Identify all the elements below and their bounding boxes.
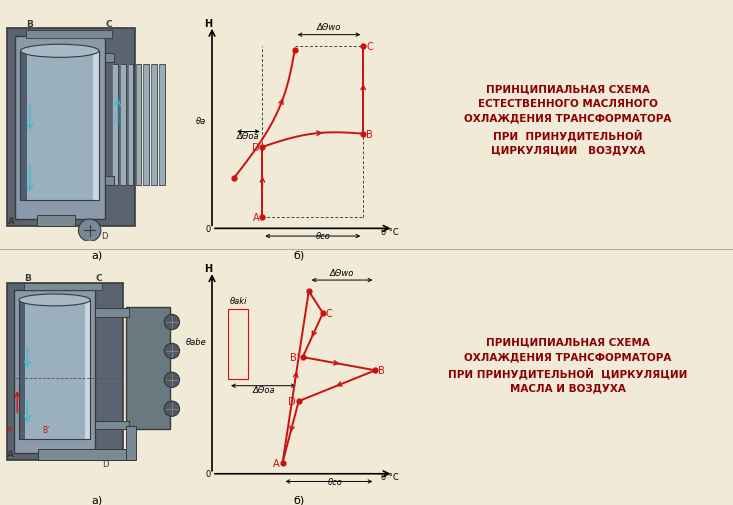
Text: б): б): [293, 494, 304, 504]
Text: 0: 0: [205, 469, 210, 478]
Bar: [126, 307, 170, 429]
Circle shape: [78, 220, 101, 242]
Text: H: H: [204, 19, 212, 29]
Text: A': A': [7, 426, 14, 435]
Bar: [27, 52, 92, 201]
Text: D: D: [103, 460, 109, 469]
Text: B': B': [290, 352, 300, 363]
Text: а): а): [92, 494, 103, 504]
Text: D: D: [101, 231, 108, 240]
Bar: [26, 31, 112, 38]
Text: θ °С: θ °С: [380, 472, 398, 481]
Bar: [15, 37, 105, 220]
Circle shape: [164, 343, 180, 359]
Bar: [92, 52, 99, 201]
Bar: [136, 65, 141, 186]
Circle shape: [164, 401, 180, 417]
Bar: [105, 54, 114, 63]
Bar: [151, 65, 157, 186]
Text: A: A: [7, 449, 14, 459]
Text: ПРИНЦИПИАЛЬНАЯ СХЕМА
ЕСТЕСТВЕННОГО МАСЛЯНОГО
ОХЛАЖДЕНИЯ ТРАНСФОРМАТОРА
ПРИ  ПРИН: ПРИНЦИПИАЛЬНАЯ СХЕМА ЕСТЕСТВЕННОГО МАСЛЯ…: [465, 85, 671, 155]
Bar: [84, 300, 90, 439]
Bar: [159, 65, 165, 186]
Bar: [21, 52, 99, 201]
Bar: [14, 290, 95, 453]
Bar: [120, 65, 125, 186]
Text: ΔΘoa: ΔΘoa: [252, 385, 275, 394]
Bar: [144, 65, 149, 186]
Text: ΔΘwo: ΔΘwo: [330, 268, 354, 277]
Bar: [228, 309, 248, 379]
Text: θco: θco: [328, 477, 342, 486]
Bar: [24, 283, 102, 290]
Bar: [21, 52, 27, 201]
Bar: [126, 426, 136, 460]
Text: B: B: [366, 129, 373, 139]
Bar: [128, 65, 133, 186]
Text: θa: θa: [196, 117, 206, 125]
Text: б): б): [293, 249, 304, 260]
Bar: [19, 300, 25, 439]
Bar: [7, 29, 135, 227]
Bar: [19, 300, 90, 439]
Text: B: B: [378, 366, 385, 376]
Text: C: C: [326, 309, 333, 319]
Bar: [37, 216, 75, 227]
Text: C: C: [366, 41, 373, 52]
Text: B: B: [26, 20, 33, 29]
Circle shape: [164, 372, 180, 388]
Bar: [128, 65, 129, 186]
Text: D: D: [288, 396, 295, 407]
Text: 0: 0: [205, 224, 210, 233]
Bar: [105, 177, 114, 186]
Ellipse shape: [21, 45, 99, 58]
Text: D: D: [251, 142, 259, 153]
Text: θco: θco: [315, 232, 331, 241]
Text: ПРИНЦИПИАЛЬНАЯ СХЕМА
ОХЛАЖДЕНИЯ ТРАНСФОРМАТОРА
ПРИ ПРИНУДИТЕЛЬНОЙ  ЦИРКУЛЯЦИИ
МА: ПРИНЦИПИАЛЬНАЯ СХЕМА ОХЛАЖДЕНИЯ ТРАНСФОР…: [449, 337, 688, 393]
Bar: [25, 300, 84, 439]
Bar: [112, 65, 113, 186]
Text: C: C: [105, 20, 111, 29]
Text: B: B: [24, 273, 31, 282]
Bar: [7, 283, 122, 460]
Text: θaki: θaki: [229, 296, 247, 306]
Text: а): а): [92, 249, 103, 260]
Text: C: C: [95, 273, 102, 282]
Text: A: A: [253, 213, 259, 223]
Ellipse shape: [19, 294, 90, 306]
Text: ΔΘwo: ΔΘwo: [317, 23, 341, 32]
Text: H: H: [204, 264, 212, 274]
Text: A: A: [273, 458, 279, 468]
Bar: [95, 421, 130, 429]
Bar: [120, 65, 121, 186]
Bar: [112, 65, 118, 186]
Text: θ °С: θ °С: [380, 227, 398, 236]
Text: B': B': [43, 426, 50, 435]
Bar: [159, 65, 160, 186]
Text: θabe: θabe: [186, 337, 207, 346]
Bar: [151, 65, 152, 186]
Text: ΔΘoa: ΔΘoa: [237, 132, 259, 141]
Circle shape: [164, 315, 180, 330]
Bar: [95, 309, 130, 317]
Text: A: A: [7, 216, 15, 225]
Bar: [37, 449, 131, 460]
